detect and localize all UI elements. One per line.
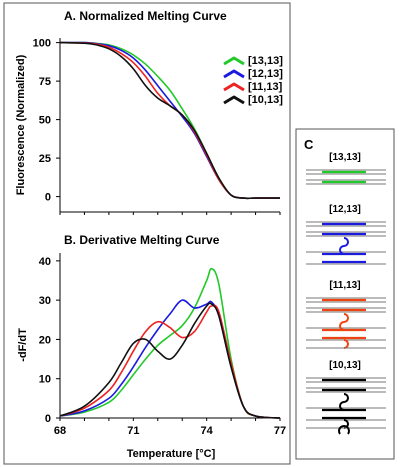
structure-item: [11,13] xyxy=(306,280,386,349)
legend-item: [12,13] xyxy=(223,68,283,80)
structure-item: [10,13] xyxy=(306,360,386,435)
x-tick-label: 68 xyxy=(54,425,66,437)
legend-label: [13,13] xyxy=(248,55,283,67)
chart-b: B. Derivative Melting Curve -dF/dT Tempe… xyxy=(17,233,286,460)
panel-ab-frame xyxy=(3,2,291,465)
bulge-loop xyxy=(338,425,350,435)
bulge-loop xyxy=(339,237,349,255)
legend-marker xyxy=(223,69,245,79)
structure-item: [12,13] xyxy=(306,204,386,265)
y-tick-label: 30 xyxy=(39,295,51,307)
y-tick-label: 75 xyxy=(39,76,51,88)
chart-a: A. Normalized Melting Curve Fluorescence… xyxy=(15,9,283,215)
x-tick-label: 74 xyxy=(201,425,214,437)
y-tick-label: 40 xyxy=(39,256,51,268)
structure-item: [13,13] xyxy=(306,152,386,185)
series-line-10-13 xyxy=(59,41,280,200)
chart-b-ylabel: -dF/dT xyxy=(17,328,29,362)
bulge-loop xyxy=(339,313,349,331)
chart-a-ylabel: Fluorescence (Normalized) xyxy=(15,54,27,195)
legend-marker xyxy=(223,82,245,92)
structure-label: [13,13] xyxy=(329,152,361,163)
legend-item: [10,13] xyxy=(223,94,283,106)
y-tick-label: 100 xyxy=(33,38,51,50)
structure-label: [12,13] xyxy=(329,204,361,215)
legend-marker xyxy=(223,95,245,105)
chart-b-title: B. Derivative Melting Curve xyxy=(64,233,220,247)
series-line-10-13 xyxy=(59,302,281,419)
x-tick-label: 71 xyxy=(127,425,139,437)
chart-b-series xyxy=(59,267,281,419)
legend-item: [13,13] xyxy=(223,55,283,67)
y-tick-label: 0 xyxy=(45,413,51,425)
structure-list: [13,13] [12,13] [11,13] [10,13] xyxy=(306,152,386,435)
chart-a-series xyxy=(59,41,280,200)
y-tick-label: 25 xyxy=(39,153,51,165)
legend-label: [11,13] xyxy=(248,81,283,93)
legend-label: [12,13] xyxy=(248,68,283,80)
chart-a-title: A. Normalized Melting Curve xyxy=(64,9,227,23)
x-tick-label: 77 xyxy=(274,425,286,437)
structure-panel-title: C xyxy=(304,137,314,152)
chart-a-legend: [13,13][12,13][11,13][10,13] xyxy=(223,55,283,106)
bulge-loop xyxy=(339,393,349,411)
legend-item: [11,13] xyxy=(223,81,283,93)
chart-b-xlabel: Temperature [°C] xyxy=(127,448,216,460)
chart-a-axes: 0 25 50 75 100 xyxy=(33,38,281,215)
structure-panel: C [13,13] [12,13] [11,13] [10,13] xyxy=(304,137,386,435)
legend-marker xyxy=(223,56,245,66)
y-tick-label: 0 xyxy=(45,192,51,204)
structure-label: [11,13] xyxy=(329,280,360,291)
chart-b-axes: 0 10 20 30 40 68 71 74 77 xyxy=(39,253,286,437)
structure-label: [10,13] xyxy=(329,360,361,371)
y-tick-label: 20 xyxy=(39,334,51,346)
legend-label: [10,13] xyxy=(248,94,283,106)
y-tick-label: 50 xyxy=(39,115,51,127)
y-tick-label: 10 xyxy=(39,374,51,386)
